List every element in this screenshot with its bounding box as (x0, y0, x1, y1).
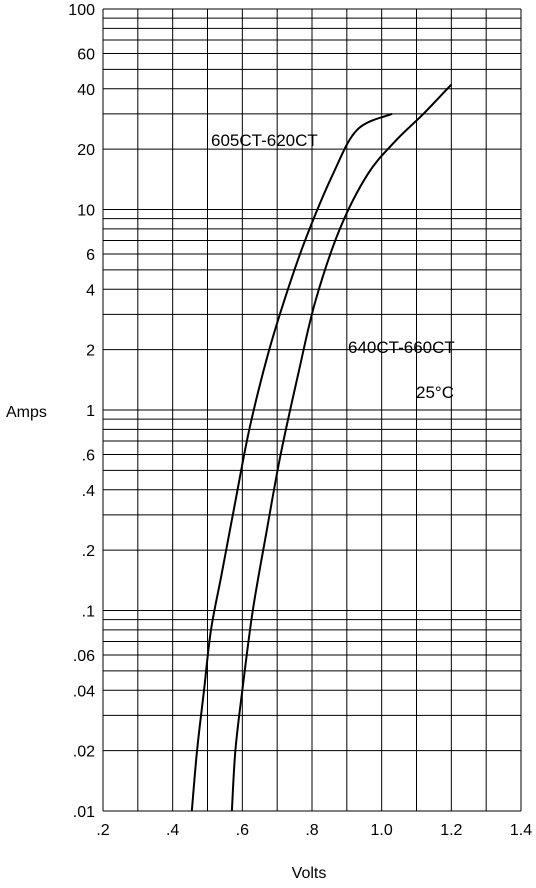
y-tick-label: 10 (77, 203, 95, 220)
y-tick-label: .06 (73, 648, 95, 665)
y-tick-label: .2 (82, 543, 95, 560)
x-tick-label: .2 (96, 822, 109, 839)
series-label-605ct-620ct: 605CT-620CT (211, 131, 318, 150)
y-tick-label: 60 (77, 46, 95, 63)
y-tick-label: .1 (82, 604, 95, 621)
grid (102, 8, 522, 812)
series-line-605ct-620ct (190, 112, 393, 812)
y-tick-label: .4 (82, 483, 95, 500)
y-tick-labels: 100 60 40 20 10 6 4 2 1 .6 .4 .2 .1 .06 .04 .02 .01 (68, 2, 95, 821)
y-tick-label: 40 (77, 82, 95, 99)
y-tick-label: .6 (82, 447, 95, 464)
x-axis-label: Volts (292, 865, 327, 882)
series-layer (190, 83, 453, 812)
temperature-annotation: 25°C (416, 383, 454, 402)
x-tick-label: 1.4 (510, 822, 532, 839)
x-tick-label: .4 (166, 822, 179, 839)
x-tick-label: 1.0 (371, 822, 393, 839)
y-tick-label: 2 (86, 343, 95, 360)
y-tick-label: .01 (73, 804, 95, 821)
y-tick-label: 100 (68, 2, 95, 19)
series-line-640ct-660ct (230, 83, 453, 812)
x-tick-label: 1.2 (440, 822, 462, 839)
y-tick-label: .02 (73, 744, 95, 761)
x-tick-labels: .2 .4 .6 .8 1.0 1.2 1.4 (96, 822, 532, 839)
y-tick-label: 6 (86, 247, 95, 264)
y-axis-label: Amps (6, 404, 47, 421)
y-tick-label: 1 (86, 403, 95, 420)
series-label-640ct-660ct: 640CT-660CT (348, 338, 455, 357)
x-tick-label: .8 (305, 822, 318, 839)
x-tick-label: .6 (236, 822, 249, 839)
y-tick-label: .04 (73, 683, 95, 700)
y-tick-label: 4 (86, 282, 95, 299)
y-tick-label: 20 (77, 142, 95, 159)
